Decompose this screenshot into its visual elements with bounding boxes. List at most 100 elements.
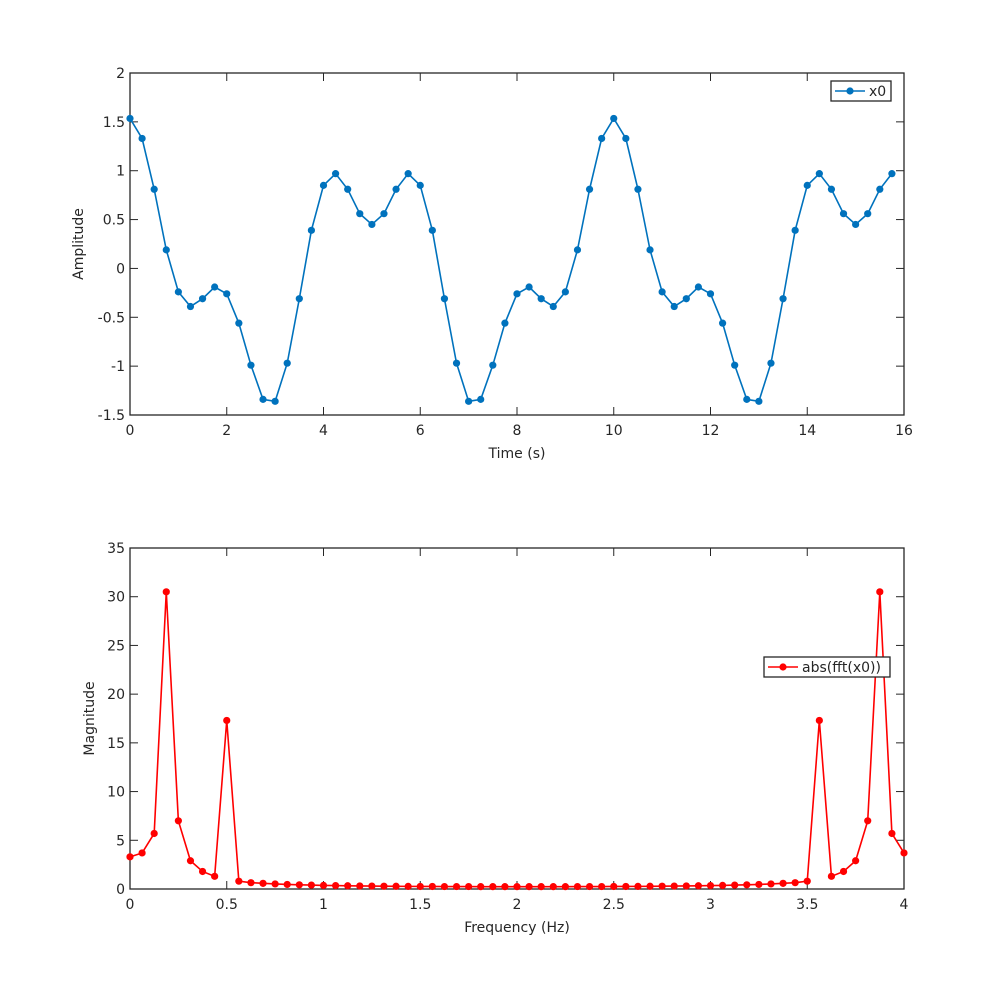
data-point — [356, 210, 364, 218]
data-point — [839, 867, 848, 876]
legend: abs(fft(x0)) — [763, 656, 891, 678]
data-point — [779, 879, 787, 887]
data-point — [380, 210, 388, 218]
x-tick-label: 0.5 — [216, 897, 238, 913]
subplot-1: 0 2 4 6 8 10 12 14 16 -1.5 -1 -0.5 0 0.5 1 1.5 2 Time (s)… — [71, 66, 913, 462]
x-tick-label: 8 — [513, 423, 522, 439]
x-tick-label: 14 — [798, 423, 816, 439]
data-point — [501, 883, 509, 891]
data-point — [247, 879, 255, 887]
data-point — [428, 226, 436, 234]
data-point — [404, 882, 412, 890]
subplot-2: 0 0.5 1 1.5 2 2.5 3 3.5 4 0 5 10 15 20 25 30 35 Frequency… — [82, 541, 909, 936]
x-tick-label: 1 — [319, 897, 328, 913]
legend: x0 — [830, 80, 892, 102]
data-point — [646, 882, 654, 890]
x-tick-label: 10 — [605, 423, 623, 439]
data-point — [138, 849, 146, 857]
data-point — [271, 397, 279, 405]
data-point — [743, 881, 751, 889]
data-point — [598, 134, 606, 143]
x-tick-label: 0 — [126, 897, 135, 913]
y-tick-label: 25 — [107, 638, 125, 654]
y-tick-label: 0 — [116, 882, 125, 898]
data-point — [755, 397, 763, 405]
data-point — [356, 882, 364, 890]
data-point — [888, 170, 896, 178]
data-point — [223, 290, 231, 298]
data-point — [852, 857, 860, 865]
data-point — [658, 288, 666, 296]
data-point — [852, 220, 860, 229]
data-point — [319, 181, 328, 189]
x-axis-label: Frequency (Hz) — [464, 920, 570, 936]
data-point — [839, 210, 848, 218]
data-point — [392, 882, 400, 890]
data-point — [380, 882, 388, 890]
data-point — [344, 185, 352, 193]
data-point — [658, 882, 666, 890]
y-tick-label: 35 — [107, 541, 125, 557]
data-point — [888, 829, 896, 838]
data-point — [670, 882, 678, 890]
data-point — [694, 283, 703, 291]
data-point — [561, 883, 569, 891]
y-tick-label: 0.5 — [103, 213, 125, 229]
y-tick-label: 20 — [107, 687, 125, 703]
data-point — [779, 295, 787, 303]
data-point — [694, 882, 703, 890]
data-point — [319, 881, 328, 889]
axes-box — [129, 72, 905, 416]
data-point — [670, 302, 678, 311]
data-point — [259, 879, 267, 887]
data-point — [126, 853, 134, 861]
data-point — [791, 879, 799, 887]
data-point — [295, 881, 303, 889]
data-point — [283, 359, 291, 367]
data-point — [803, 181, 811, 189]
data-point — [392, 185, 400, 193]
data-point — [585, 882, 594, 891]
data-point — [706, 881, 715, 890]
data-point — [803, 877, 811, 885]
data-point — [501, 319, 509, 327]
y-tick-label: 5 — [116, 833, 125, 849]
data-point — [368, 882, 376, 890]
data-point — [743, 395, 751, 403]
data-point — [622, 134, 630, 143]
series-line — [129, 116, 893, 403]
data-point — [731, 881, 739, 889]
y-tick-label: 10 — [107, 785, 125, 801]
data-point — [573, 246, 582, 254]
data-point — [307, 226, 316, 234]
data-point — [477, 883, 485, 891]
data-point — [235, 319, 243, 327]
data-point — [791, 226, 799, 234]
data-point — [283, 880, 291, 889]
data-point — [150, 185, 158, 193]
data-point — [864, 210, 872, 218]
data-point — [525, 283, 533, 291]
y-tick-label: -1.5 — [98, 408, 125, 424]
data-point — [259, 395, 267, 403]
data-point — [368, 220, 376, 229]
data-point — [465, 397, 473, 405]
data-point — [682, 295, 690, 303]
data-point — [718, 319, 727, 327]
x-tick-label: 3 — [706, 897, 715, 913]
y-tick-label: 0 — [116, 261, 125, 277]
data-point — [598, 882, 606, 891]
data-point — [162, 588, 170, 596]
data-point — [815, 170, 823, 178]
data-point — [477, 395, 485, 403]
data-point — [622, 882, 630, 891]
data-point — [247, 361, 255, 369]
data-point — [211, 872, 219, 880]
y-tick-label: -0.5 — [98, 310, 125, 326]
legend-box — [763, 656, 891, 678]
data-point — [331, 170, 340, 178]
data-point — [549, 302, 557, 311]
y-tick-label: 1 — [116, 164, 125, 180]
data-point — [525, 883, 533, 891]
